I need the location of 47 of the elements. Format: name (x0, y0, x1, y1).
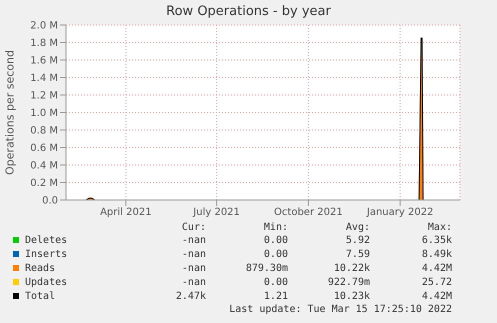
y-tick-label: 1.0 M (30, 108, 58, 120)
y-tick-label: 0.8 M (30, 126, 58, 137)
text: 0.00 (262, 234, 288, 248)
x-tick-label: April 2021 (100, 207, 152, 218)
y-tick-label: 0.0 (42, 196, 58, 207)
text: 10.23k (332, 290, 370, 304)
y-tick-label: 1.8 M (30, 38, 58, 50)
text: -nan (180, 248, 206, 262)
text: Min: (262, 222, 288, 234)
y-axis-title: Operations per second (4, 50, 16, 175)
legend-label: Inserts (24, 248, 68, 262)
text: -nan (180, 276, 206, 290)
legend-label: Total (24, 290, 56, 304)
text: 6.35k (420, 234, 452, 248)
y-tick-label: 0.2 M (30, 178, 58, 190)
text: 922.79m (326, 276, 370, 290)
x-tick-label: July 2021 (192, 207, 240, 218)
text: Last update: Tue Mar 15 17:25:10 2022 (228, 304, 452, 316)
text: 10.22k (332, 262, 370, 276)
y-tick-label: 0.6 M (30, 143, 58, 154)
x-tick-label: January 2022 (366, 207, 434, 218)
text: 5.92 (344, 234, 370, 248)
text: -nan (180, 262, 206, 276)
y-tick-label: 0.4 M (30, 160, 58, 172)
text: 0.00 (262, 276, 288, 290)
text: 25.72 (420, 276, 452, 290)
text: 4.42M (420, 262, 452, 276)
y-tick-label: 1.4 M (30, 73, 58, 84)
text: -nan (180, 234, 206, 248)
y-tick-label: 1.6 M (30, 56, 58, 67)
x-tick-label: October 2021 (274, 207, 343, 218)
chart-title: Row Operations - by year (165, 4, 332, 19)
text: 4.42M (420, 290, 452, 304)
text: Max: (426, 222, 452, 234)
text: 0.00 (262, 248, 288, 262)
y-tick-label: 2.0 M (30, 20, 58, 32)
text: 879.30m (244, 262, 288, 276)
legend-label: Deletes (24, 234, 68, 248)
text: 7.59 (344, 248, 370, 262)
text: 1.21 (262, 290, 288, 304)
y-tick-label: 1.2 M (30, 90, 58, 102)
text: Avg: (344, 222, 370, 234)
text: 8.49k (420, 248, 452, 262)
text: Cur: (180, 222, 206, 234)
legend-label: Updates (24, 276, 68, 290)
text: 2.47k (174, 290, 206, 304)
legend-label: Reads (24, 262, 56, 276)
